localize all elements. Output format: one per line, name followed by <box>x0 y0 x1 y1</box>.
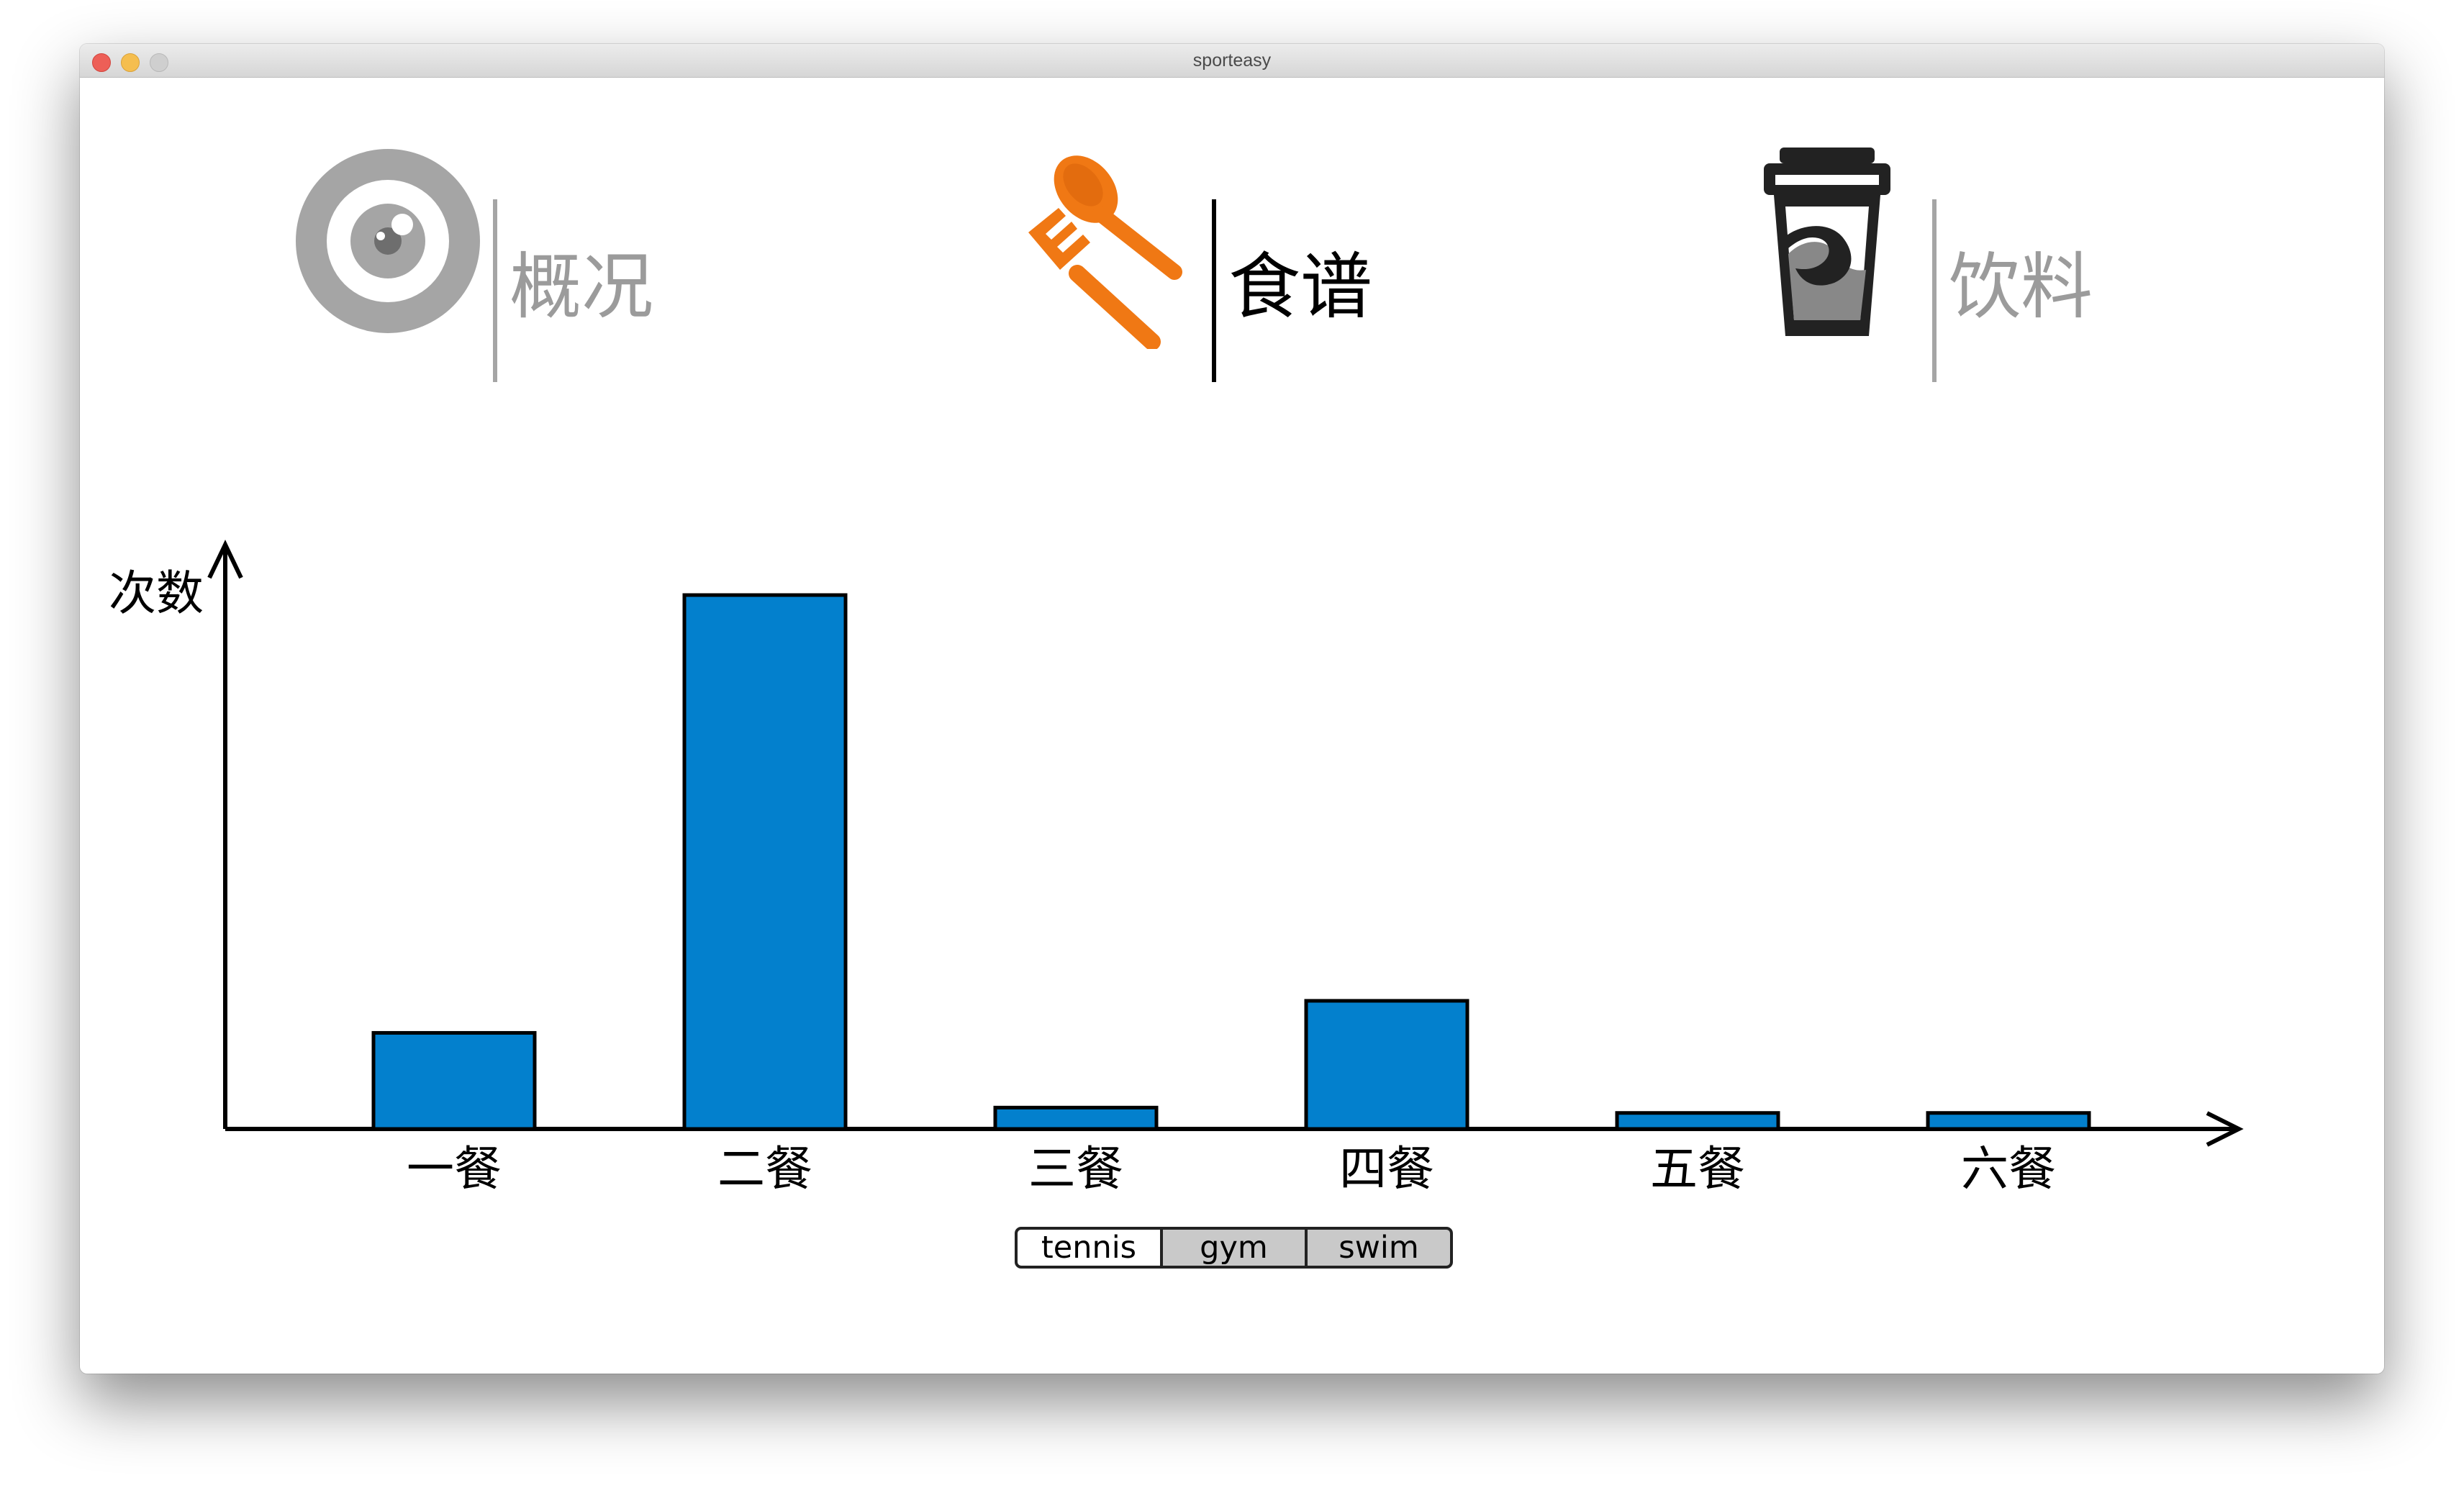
tab-drinks-label: 饮料 <box>1949 245 2093 329</box>
bar-2 <box>682 593 848 1131</box>
y-axis-label: 次数 <box>109 566 204 621</box>
window-title: sporteasy <box>1192 50 1272 71</box>
title-bar: sporteasy <box>80 44 2384 78</box>
zoom-window-button[interactable] <box>150 53 168 72</box>
tab-overview-separator <box>493 199 497 382</box>
bar-6 <box>1926 1111 2091 1131</box>
segment-gym[interactable]: gym <box>1160 1227 1308 1269</box>
tab-drinks[interactable]: 饮料 <box>1519 77 2239 382</box>
y-axis-arrowhead <box>207 540 243 579</box>
close-window-button[interactable] <box>92 53 111 72</box>
x-tick-label-6: 六餐 <box>1961 1141 2056 1197</box>
tab-overview-label: 概况 <box>509 245 653 329</box>
drink-cup-icon <box>1764 148 1890 336</box>
app-window: sporteasy 概况 <box>80 44 2384 1374</box>
x-tick-label-1: 一餐 <box>407 1141 502 1197</box>
tab-overview[interactable]: 概况 <box>80 77 800 382</box>
tab-drinks-separator <box>1932 199 1937 382</box>
minimize-window-button[interactable] <box>121 53 140 72</box>
tab-recipes-separator <box>1212 199 1216 382</box>
eye-icon <box>296 149 480 333</box>
tab-recipes-label: 食谱 <box>1228 245 1372 329</box>
x-tick-label-4: 四餐 <box>1339 1141 1434 1197</box>
meal-count-bar-chart: 次数 一餐 二餐 三餐 四餐 五餐 六餐 <box>109 540 2244 1197</box>
fork-spoon-icon <box>1028 155 1182 349</box>
bar-4 <box>1304 999 1469 1131</box>
x-tick-label-5: 五餐 <box>1650 1141 1745 1197</box>
tab-recipes[interactable]: 食谱 <box>800 77 1519 382</box>
bar-1 <box>371 1030 537 1131</box>
bar-5 <box>1615 1111 1780 1131</box>
x-tick-label-2: 二餐 <box>717 1141 812 1197</box>
bar-3 <box>993 1105 1159 1131</box>
segment-swim[interactable]: swim <box>1305 1227 1453 1269</box>
x-axis-arrowhead <box>2206 1111 2244 1147</box>
segment-tennis[interactable]: tennis <box>1015 1227 1163 1269</box>
x-tick-label-3: 三餐 <box>1028 1141 1123 1197</box>
main-content: 概况 食谱 <box>80 77 2384 1374</box>
